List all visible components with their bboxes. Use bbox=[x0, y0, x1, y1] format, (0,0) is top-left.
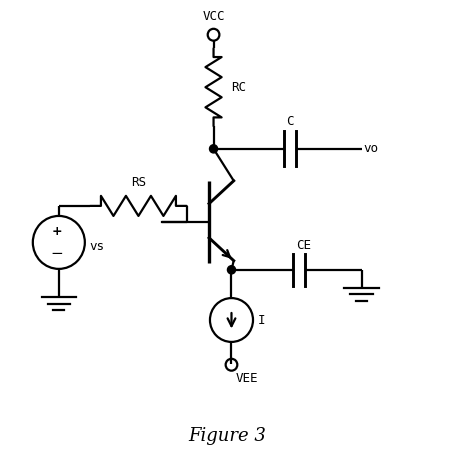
Text: RS: RS bbox=[131, 176, 146, 188]
Text: I: I bbox=[257, 314, 265, 327]
Text: vs: vs bbox=[89, 241, 104, 254]
Text: vo: vo bbox=[364, 142, 379, 155]
Text: Figure 3: Figure 3 bbox=[188, 427, 266, 445]
Text: −: − bbox=[50, 246, 63, 261]
Text: VCC: VCC bbox=[202, 10, 225, 23]
Text: C: C bbox=[286, 116, 294, 128]
Text: +: + bbox=[51, 225, 62, 238]
Text: VEE: VEE bbox=[236, 372, 258, 385]
Text: RC: RC bbox=[232, 81, 247, 94]
Circle shape bbox=[227, 266, 236, 274]
Text: CE: CE bbox=[296, 238, 311, 251]
Circle shape bbox=[209, 145, 217, 153]
